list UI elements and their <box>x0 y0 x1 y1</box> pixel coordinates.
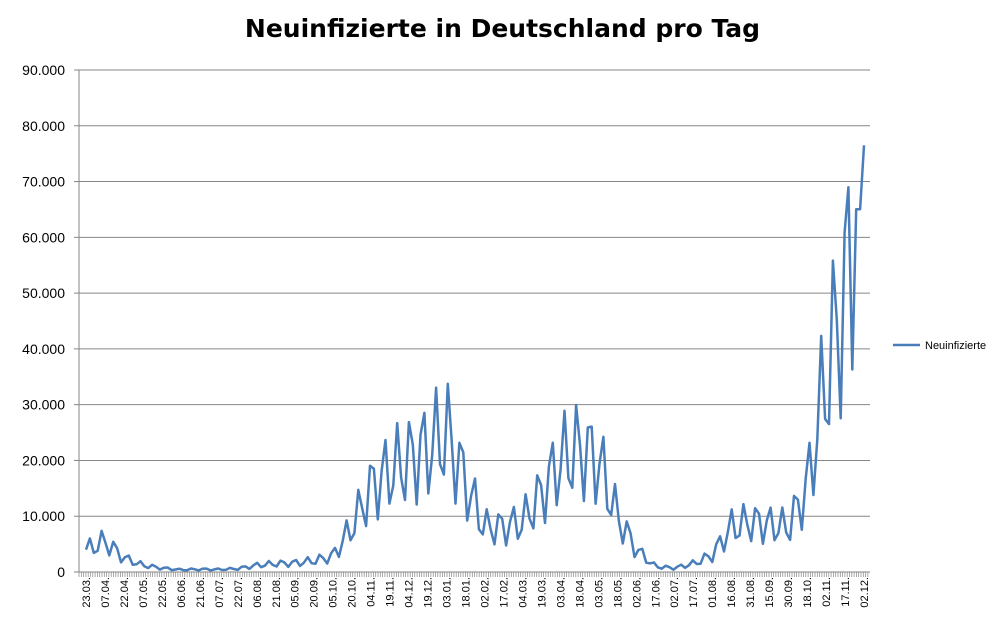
axes <box>78 70 870 573</box>
x-tick-label: 19.11. <box>385 577 397 607</box>
y-tick-label: 0 <box>57 564 65 580</box>
x-tick-label: 22.04. <box>119 577 131 608</box>
legend-label: Neuinfizierte <box>925 340 986 352</box>
x-tick-label: 22.05. <box>157 577 169 608</box>
x-tick-label: 17.11. <box>840 577 852 607</box>
x-tick-label: 01.08. <box>707 577 719 608</box>
series-neuinfizierte <box>84 145 866 572</box>
x-tick-label: 21.06. <box>195 577 207 608</box>
x-tick-label: 06.08. <box>252 577 264 608</box>
x-tick-label: 16.08. <box>726 577 738 608</box>
x-tick-labels: 23.03. 07.04. 22.04. 07.05. 22.05. 06.06. 21.0… <box>81 577 871 608</box>
x-tick-label: 20.09. <box>309 577 321 608</box>
x-tick-label: 31.08. <box>745 577 757 608</box>
x-tick-label: 03.01. <box>442 577 454 608</box>
y-tick-label: 20.000 <box>22 452 65 468</box>
y-tick-label: 40.000 <box>22 341 65 357</box>
y-tick-label: 80.000 <box>22 118 65 134</box>
x-tick-label: 04.11. <box>366 577 378 607</box>
x-tick-label: 20.10. <box>347 577 359 608</box>
x-tick-label: 02.02. <box>479 577 491 608</box>
series-line <box>84 145 866 572</box>
x-tick-label: 04.03. <box>517 577 529 608</box>
y-tick-label: 30.000 <box>22 397 65 413</box>
y-tick-label: 50.000 <box>22 285 65 301</box>
x-tick-label: 18.05. <box>612 577 624 608</box>
x-tick-label: 17.02. <box>498 577 510 608</box>
x-tick-label: 02.11. <box>821 577 833 607</box>
x-tick-label: 18.01. <box>461 577 473 608</box>
x-tick-label: 18.04. <box>574 577 586 608</box>
x-tick-label: 17.06. <box>650 577 662 608</box>
x-tick-label: 03.04. <box>555 577 567 608</box>
x-tick-label: 15.09. <box>764 577 776 608</box>
x-tick-label: 07.05. <box>138 577 150 608</box>
x-tick-label: 18.10. <box>802 577 814 608</box>
x-tick-label: 07.07. <box>214 577 226 608</box>
y-tick-label: 60.000 <box>22 229 65 245</box>
x-tick-label: 03.05. <box>593 577 605 608</box>
x-tick-label: 06.06. <box>176 577 188 608</box>
x-tick-label: 19.03. <box>536 577 548 608</box>
y-tick-label: 10.000 <box>22 508 65 524</box>
x-tick-label: 30.09. <box>783 577 795 608</box>
x-tick-label: 02.12. <box>859 577 871 608</box>
x-tick-label: 02.06. <box>631 577 643 608</box>
x-minor-ticks <box>78 572 869 577</box>
x-tick-label: 04.12. <box>404 577 416 608</box>
x-tick-label: 17.07. <box>688 577 700 608</box>
x-tick-label: 07.04. <box>100 577 112 608</box>
y-tick-label: 70.000 <box>22 174 65 190</box>
x-tick-label: 23.03. <box>81 577 93 608</box>
x-tick-label: 19.12. <box>423 577 435 608</box>
chart-title: Neuinfizierte in Deutschland pro Tag <box>244 14 761 43</box>
x-tick-label: 21.08. <box>271 577 283 608</box>
grid-lines <box>74 69 870 573</box>
x-tick-label: 05.10. <box>328 577 340 608</box>
y-tick-label: 90.000 <box>22 62 65 78</box>
x-tick-label: 22.07. <box>233 577 245 608</box>
x-tick-label: 02.07. <box>669 577 681 608</box>
x-tick-label: 05.09. <box>290 577 302 608</box>
y-tick-labels: 0 10.000 20.000 30.000 40.000 50.000 60.000 70.… <box>22 62 65 580</box>
legend: Neuinfizierte <box>893 340 986 352</box>
